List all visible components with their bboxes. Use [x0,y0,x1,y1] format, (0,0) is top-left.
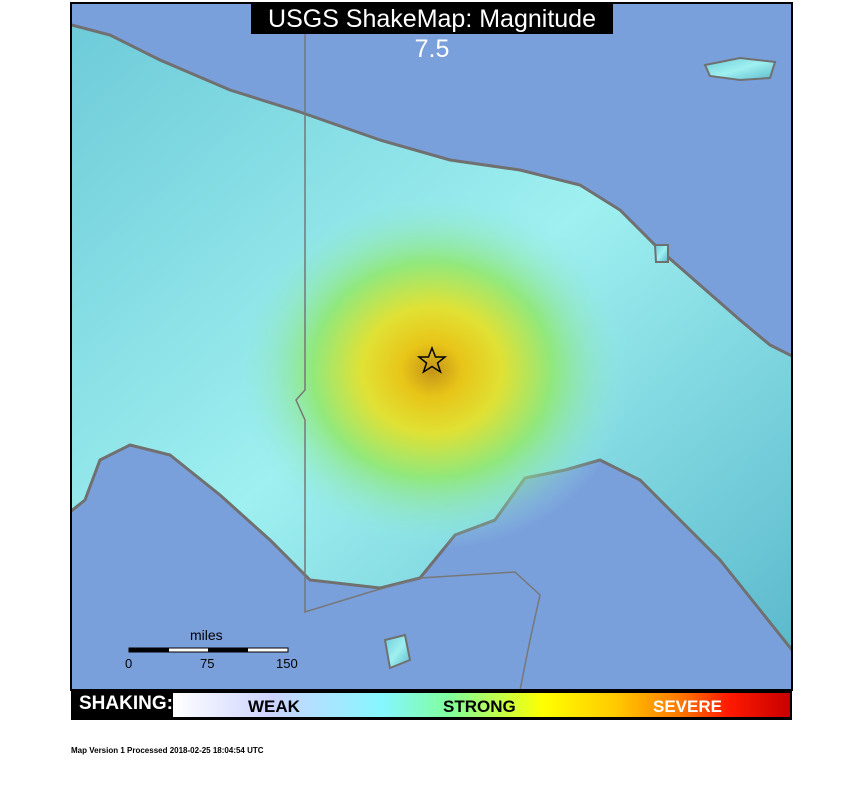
legend-severe: SEVERE [653,697,722,716]
scale-unit: miles [190,627,223,643]
scale-tick: 0 [125,656,133,671]
scale-tick: 75 [200,656,215,671]
star-icon [416,345,448,374]
legend-colorbar: WEAK STRONG SEVERE [173,693,790,717]
shaking-intensity [202,185,662,565]
legend-label: SHAKING: [79,693,173,714]
island [703,56,777,82]
map-title: USGS ShakeMap: Magnitude 7.5 [251,4,613,63]
processing-info: Map Version 1 Processed 2018-02-25 18:04… [71,746,264,755]
island [383,633,412,670]
scale-tick: 150 [276,656,298,671]
border-line [295,3,541,690]
legend-strong: STRONG [443,697,516,716]
legend-weak: WEAK [248,697,300,716]
island [653,244,669,263]
scale-bar [128,647,289,653]
shaking-legend: SHAKING: WEAK STRONG SEVERE [71,690,792,720]
